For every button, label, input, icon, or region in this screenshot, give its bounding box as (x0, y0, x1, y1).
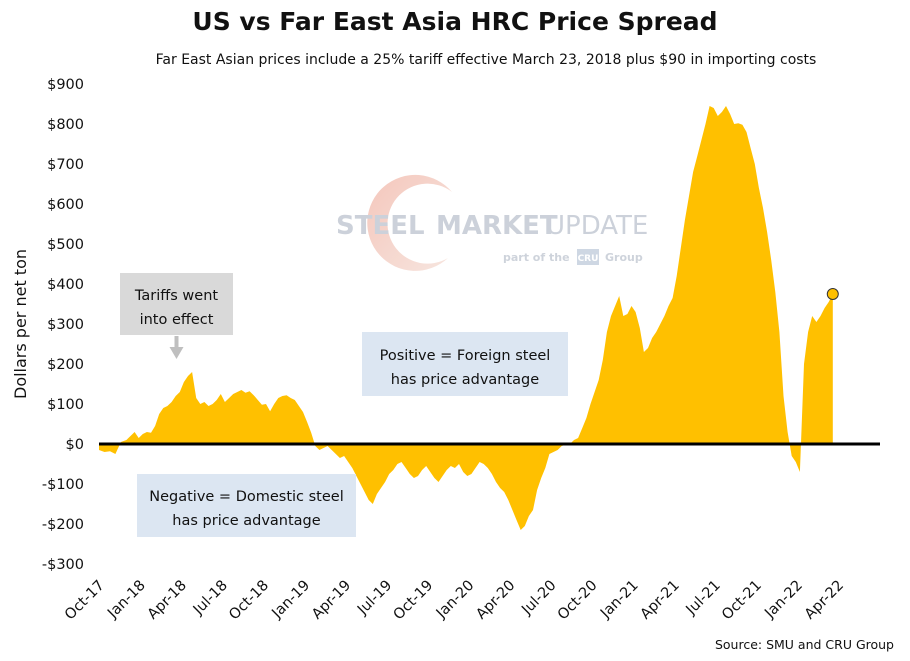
steel-market-update-watermark: STEEL MARKET UPDATE part of the CRU Grou… (336, 174, 648, 271)
chart-title: US vs Far East Asia HRC Price Spread (192, 7, 717, 36)
y-tick-label: $300 (47, 317, 84, 333)
chart-subtitle: Far East Asian prices include a 25% tari… (156, 52, 817, 68)
y-tick-label: $700 (47, 157, 84, 173)
y-tick-label: $400 (47, 277, 84, 293)
x-tick-label: Jan-19 (269, 578, 314, 623)
y-axis: -$300 -$200 -$100 $0 $100 $200 $300 $400 $500 $60… (42, 77, 84, 573)
cru-logo-badge (577, 249, 599, 265)
annotation-tariffs-line2: into effect (140, 312, 214, 328)
annotation-negative-line1: Negative = Domestic steel (149, 489, 343, 505)
y-tick-label: -$200 (42, 517, 84, 533)
annotation-positive-line2: has price advantage (391, 372, 539, 388)
cru-logo-text: CRU (578, 254, 599, 264)
source-note: Source: SMU and CRU Group (715, 637, 894, 652)
latest-value-marker (826, 288, 839, 300)
annotation-negative: Negative = Domestic steel has price adva… (137, 474, 356, 537)
x-tick-label: Apr-18 (145, 578, 190, 623)
x-tick-label: Jul-19 (354, 578, 395, 619)
x-tick-label: Jul-20 (518, 578, 559, 619)
annotation-negative-box (137, 474, 356, 537)
y-tick-label: $600 (47, 197, 84, 213)
marker-layer (826, 288, 839, 300)
x-tick-label: Apr-22 (802, 578, 847, 623)
x-tick-label: Oct-18 (226, 578, 272, 624)
y-axis-label: Dollars per net ton (11, 249, 30, 399)
x-tick-label: Jan-21 (597, 578, 642, 623)
x-tick-label: Apr-21 (638, 578, 683, 623)
y-tick-label: $800 (47, 117, 84, 133)
area-series-layer (99, 106, 833, 530)
x-tick-label: Apr-19 (309, 578, 354, 623)
y-tick-label: -$300 (42, 557, 84, 573)
y-tick-label: $100 (47, 397, 84, 413)
annotation-positive-box (362, 332, 568, 396)
annotation-arrow-shaft (174, 336, 179, 348)
y-tick-label: -$100 (42, 477, 84, 493)
annotation-arrow-down-icon (169, 347, 184, 359)
watermark-tagline-prefix: part of the (503, 251, 570, 264)
watermark-tagline-suffix: Group (605, 251, 643, 264)
x-tick-label: Jan-18 (104, 578, 149, 623)
watermark-update: UPDATE (546, 211, 648, 241)
watermark-steel: STEEL (336, 211, 425, 241)
x-tick-label: Oct-20 (555, 578, 601, 624)
x-tick-label: Jan-22 (761, 578, 806, 623)
y-tick-label: $200 (47, 357, 84, 373)
annotation-tariffs-line1: Tariffs went (134, 288, 218, 304)
y-tick-label: $500 (47, 237, 84, 253)
x-tick-label: Oct-17 (62, 578, 108, 624)
y-tick-label: $900 (47, 77, 84, 93)
x-tick-label: Oct-19 (391, 578, 437, 624)
x-tick-label: Oct-21 (719, 578, 765, 624)
annotation-tariffs: Tariffs went into effect (120, 273, 233, 359)
annotation-tariffs-box (120, 273, 233, 335)
x-tick-label: Jan-20 (433, 578, 478, 623)
x-tick-label: Jul-18 (190, 578, 231, 619)
x-tick-label: Jul-21 (683, 578, 724, 619)
spread-area-series (99, 106, 833, 530)
watermark-market: MARKET (436, 211, 558, 241)
annotation-positive-line1: Positive = Foreign steel (380, 348, 551, 364)
annotation-negative-line2: has price advantage (172, 513, 320, 529)
watermark-swoosh-icon (367, 174, 452, 271)
annotation-positive: Positive = Foreign steel has price advan… (362, 332, 568, 396)
y-tick-label: $0 (66, 437, 84, 453)
x-tick-label: Apr-20 (473, 578, 518, 623)
